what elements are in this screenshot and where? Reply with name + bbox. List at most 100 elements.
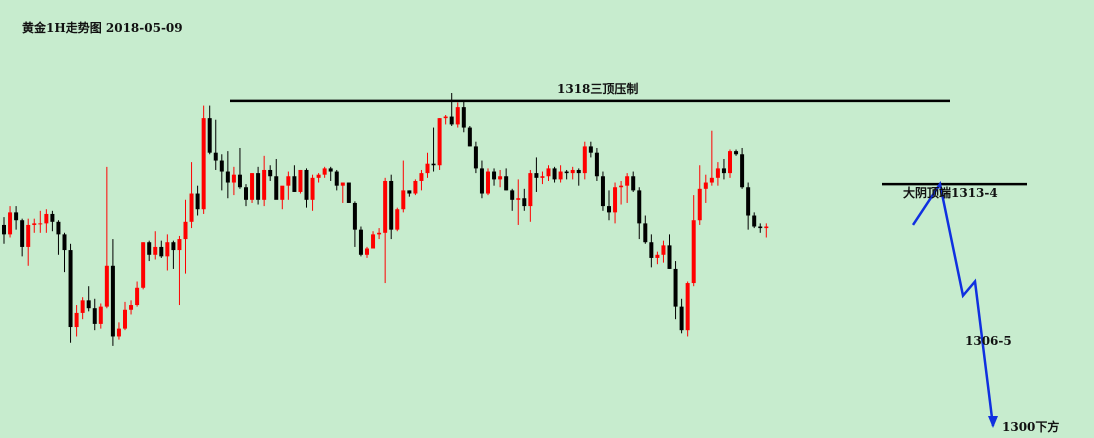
candle-body [141, 242, 146, 288]
candle-body [492, 171, 497, 180]
candle-body [340, 182, 345, 186]
candle-body [467, 127, 472, 147]
candle-body [449, 116, 454, 125]
candle-body [473, 146, 478, 169]
candle-body [237, 174, 242, 188]
candle-body [425, 163, 430, 174]
candle-body [461, 107, 466, 128]
candle-body [655, 254, 660, 258]
candle-body [80, 300, 85, 313]
candle-body [256, 173, 261, 200]
candle-body [274, 176, 279, 200]
candle-body [250, 173, 255, 200]
candle-body [643, 223, 648, 243]
candle-body [231, 174, 236, 183]
candle-body [625, 176, 630, 186]
target2-label: 1300下方 [1002, 420, 1060, 434]
candle-body [570, 169, 575, 174]
candle-body [171, 242, 176, 251]
candle-body [195, 193, 200, 210]
candle-body [14, 212, 19, 221]
candle-body [298, 169, 303, 192]
candle-body [504, 176, 509, 191]
candle-body [153, 246, 158, 255]
candle-body [679, 306, 684, 331]
candle-body [443, 116, 448, 119]
candle-body [715, 168, 720, 178]
candle-body [528, 173, 533, 207]
candle-body [407, 190, 412, 194]
candle-body [68, 250, 73, 328]
candle-body [244, 187, 248, 200]
candle-body [286, 176, 291, 186]
candle-body [637, 190, 642, 224]
candle-body [371, 234, 376, 249]
candle-body [328, 168, 333, 172]
candle-body [510, 190, 515, 200]
candle-body [92, 308, 97, 324]
candle-body [159, 246, 164, 257]
candle-body [165, 242, 170, 257]
candle-body [346, 182, 351, 203]
candle-body [685, 283, 690, 331]
candle-body [225, 171, 230, 183]
candle-body [546, 168, 551, 177]
candle-body [86, 300, 91, 309]
candle-body [431, 163, 436, 166]
candle-body [455, 107, 460, 125]
candle-body [219, 160, 224, 172]
candle-body [588, 146, 593, 153]
support-label: 大阴顶端1313-4 [903, 186, 998, 200]
candle-body [377, 232, 382, 235]
candle-body [582, 146, 587, 174]
candle-body [752, 215, 757, 227]
candle-body [600, 176, 605, 207]
candle-body [316, 174, 321, 178]
candle-body [691, 220, 696, 284]
candle-body [540, 176, 545, 178]
candle-body [104, 265, 109, 307]
candle-body [62, 234, 67, 251]
candle-body [516, 198, 521, 200]
candle-body [383, 180, 388, 233]
projection-path [911, 180, 995, 427]
candle-body [20, 220, 25, 247]
candle-body [667, 245, 672, 269]
candle-body [437, 118, 442, 166]
candle-body [183, 221, 188, 240]
resistance-label: 1318三顶压制 [557, 82, 639, 96]
candle-body [758, 226, 763, 229]
candle-body [129, 305, 134, 310]
candle-body [594, 152, 599, 177]
candle-body [703, 182, 708, 189]
candle-body [552, 168, 557, 180]
candle-body [310, 177, 315, 200]
candle-body [413, 180, 418, 194]
candle-body [746, 187, 751, 216]
candle-body [486, 171, 490, 194]
candle-body [44, 213, 49, 224]
candle-body [358, 229, 363, 255]
candle-body [334, 171, 339, 186]
candle-body [709, 177, 714, 183]
chart-title: 黄金1H走势图 2018-05-09 [22, 21, 183, 35]
candle-body [98, 306, 103, 324]
candle-body [189, 193, 194, 222]
candle-body [673, 268, 678, 307]
candle-body [123, 309, 127, 329]
target1-label: 1306-5 [965, 334, 1012, 348]
candle-body [292, 176, 297, 192]
candle-body [8, 212, 13, 235]
candle-body [401, 190, 406, 210]
candle-body [631, 176, 636, 191]
candle-body [201, 118, 206, 210]
candle-body [365, 248, 369, 255]
candle-body [207, 118, 212, 153]
candle-body [558, 171, 563, 180]
candle-body [262, 169, 267, 200]
candle-body [38, 223, 43, 225]
candle-body [649, 242, 654, 258]
candle-body [50, 213, 55, 222]
candle-body [74, 312, 79, 328]
candle-body [498, 176, 503, 180]
